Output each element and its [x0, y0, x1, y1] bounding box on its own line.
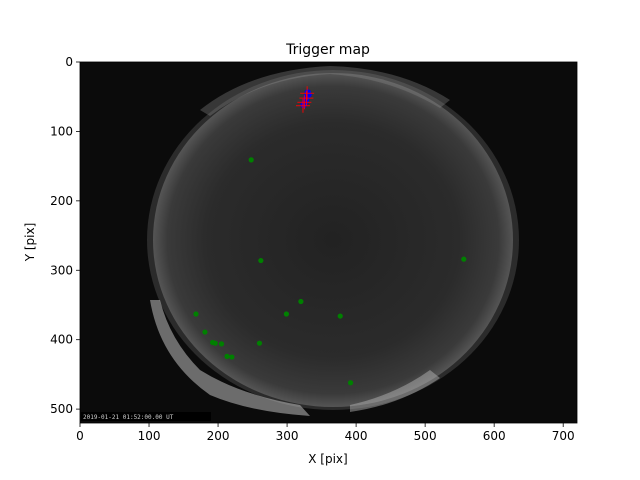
y-axis-label: Y [pix]	[23, 223, 37, 263]
y-axis: 0 100 200 300 400 500	[50, 55, 80, 416]
x-tick-label-5: 500	[414, 429, 437, 443]
star-point-2	[461, 256, 467, 262]
star-point-0	[248, 157, 254, 163]
star-point-9	[212, 340, 218, 346]
trigger-cross-2	[297, 95, 312, 110]
x-tick-label-4: 400	[345, 429, 368, 443]
trigger-cross-1	[299, 91, 314, 106]
x-axis: 0 100 200 300 400 500 600 700	[76, 423, 575, 443]
x-tick-label-6: 600	[483, 429, 506, 443]
plot-frame	[79, 61, 578, 424]
sky-disc	[153, 73, 513, 407]
star-point-10	[218, 341, 225, 347]
y-tick-label-4: 400	[50, 333, 73, 347]
star-point-14	[347, 380, 354, 386]
sky-image: 2019-01-21 01:52:00.00 UT	[80, 62, 577, 423]
data-marks	[193, 86, 467, 386]
star-point-11	[224, 353, 230, 359]
y-tick-label-3: 300	[50, 263, 73, 277]
x-tick-label-7: 700	[552, 429, 575, 443]
trigger-cross-3	[295, 98, 310, 113]
star-point-5	[337, 313, 343, 319]
horizon-top	[200, 66, 450, 116]
city-glow-bottom	[350, 370, 440, 412]
chart-title: Trigger map	[285, 42, 370, 58]
star-point-3	[298, 298, 304, 305]
y-tick-label-5: 500	[50, 402, 73, 416]
star-point-6	[193, 311, 199, 317]
x-tick-label-2: 200	[207, 429, 230, 443]
star-point-12	[229, 354, 235, 360]
star-point-7	[202, 329, 208, 335]
star-point-13	[256, 340, 263, 346]
stamp-background	[81, 412, 211, 421]
y-tick-label-2: 200	[50, 194, 73, 208]
star-point-4	[283, 311, 289, 317]
city-glow-left	[150, 300, 310, 416]
x-tick-label-3: 300	[276, 429, 299, 443]
x-axis-label: X [pix]	[308, 452, 347, 466]
x-tick-label-1: 100	[138, 429, 161, 443]
star-point-1	[258, 257, 264, 264]
y-tick-label-1: 100	[50, 124, 73, 138]
meteor-point-7	[300, 101, 307, 109]
y-tick-label-0: 0	[65, 55, 73, 69]
timestamp-label: 2019-01-21 01:52:00.00 UT	[83, 414, 174, 421]
x-tick-label-0: 0	[76, 429, 84, 443]
